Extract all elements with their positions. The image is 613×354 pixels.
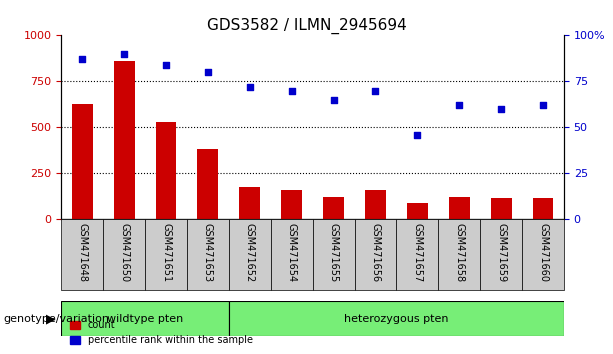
Text: GSM471654: GSM471654: [287, 223, 297, 282]
Bar: [407, 203, 428, 219]
Bar: [490, 198, 512, 219]
Text: ▶: ▶: [45, 312, 55, 325]
Bar: [156, 122, 177, 219]
Text: GSM471653: GSM471653: [203, 223, 213, 282]
Bar: [323, 198, 344, 219]
FancyBboxPatch shape: [522, 219, 564, 290]
Point: [538, 103, 548, 108]
Point: [245, 84, 255, 90]
FancyBboxPatch shape: [61, 301, 229, 336]
Point: [161, 62, 171, 68]
Bar: [365, 190, 386, 219]
Bar: [449, 198, 470, 219]
FancyBboxPatch shape: [271, 219, 313, 290]
Bar: [72, 103, 93, 219]
FancyBboxPatch shape: [229, 301, 564, 336]
Text: GSM471660: GSM471660: [538, 223, 548, 282]
FancyBboxPatch shape: [103, 219, 145, 290]
Point: [203, 69, 213, 75]
Point: [287, 88, 297, 93]
Bar: [239, 187, 261, 219]
Point: [454, 103, 464, 108]
Text: GSM471656: GSM471656: [370, 223, 381, 282]
Text: GSM471659: GSM471659: [496, 223, 506, 282]
Legend: count, percentile rank within the sample: count, percentile rank within the sample: [66, 316, 256, 349]
Text: GSM471652: GSM471652: [245, 223, 255, 282]
Text: genotype/variation: genotype/variation: [3, 314, 109, 324]
Point: [370, 88, 380, 93]
Bar: [113, 61, 135, 219]
Text: GSM471657: GSM471657: [413, 223, 422, 282]
FancyBboxPatch shape: [313, 219, 354, 290]
Text: GSM471655: GSM471655: [329, 223, 338, 282]
Text: wildtype pten: wildtype pten: [107, 314, 183, 324]
Point: [119, 51, 129, 57]
Text: heterozygous pten: heterozygous pten: [344, 314, 449, 324]
FancyBboxPatch shape: [61, 219, 103, 290]
FancyBboxPatch shape: [438, 219, 480, 290]
Text: GSM471658: GSM471658: [454, 223, 464, 282]
FancyBboxPatch shape: [229, 219, 271, 290]
Bar: [197, 149, 218, 219]
FancyBboxPatch shape: [187, 219, 229, 290]
Bar: [533, 198, 554, 219]
FancyBboxPatch shape: [397, 219, 438, 290]
Bar: [281, 190, 302, 219]
Point: [496, 106, 506, 112]
Point: [329, 97, 338, 103]
Text: GSM471651: GSM471651: [161, 223, 171, 282]
Point: [413, 132, 422, 138]
Text: GSM471648: GSM471648: [77, 223, 87, 282]
Point: [77, 57, 87, 62]
Text: GDS3582 / ILMN_2945694: GDS3582 / ILMN_2945694: [207, 18, 406, 34]
FancyBboxPatch shape: [145, 219, 187, 290]
FancyBboxPatch shape: [480, 219, 522, 290]
Text: GSM471650: GSM471650: [119, 223, 129, 282]
FancyBboxPatch shape: [354, 219, 397, 290]
